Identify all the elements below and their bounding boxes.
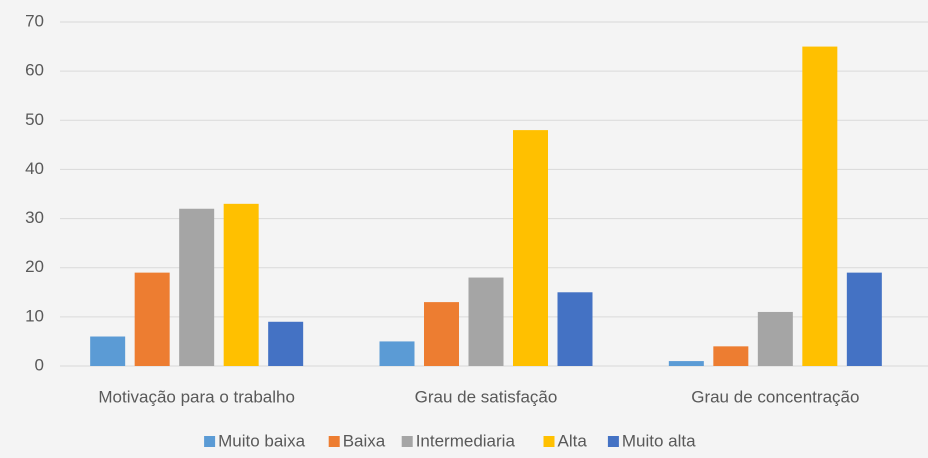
bar (134, 272, 170, 366)
legend-swatch (328, 436, 340, 447)
legend-swatch (204, 436, 216, 447)
bar (846, 272, 882, 366)
y-tick-label: 60 (25, 61, 44, 80)
legend-swatch (543, 436, 555, 447)
bar (713, 346, 749, 366)
legend-label: Intermediaria (416, 431, 516, 450)
bar (802, 46, 838, 366)
legend-label: Alta (558, 431, 588, 450)
bar (179, 208, 215, 366)
y-tick-label: 20 (25, 257, 44, 276)
y-tick-label: 10 (25, 306, 44, 325)
x-tick-label: Motivação para o trabalho (98, 387, 295, 406)
bar (268, 321, 304, 366)
legend-label: Baixa (343, 431, 386, 450)
x-tick-label: Grau de satisfação (415, 387, 558, 406)
bar (379, 341, 415, 366)
y-tick-label: 40 (25, 159, 44, 178)
bar (468, 277, 504, 366)
bar (557, 292, 593, 366)
y-tick-label: 0 (35, 355, 44, 374)
legend-swatch (607, 436, 619, 447)
legend-label: Muito baixa (218, 431, 305, 450)
x-tick-label: Grau de concentração (691, 387, 859, 406)
y-tick-label: 70 (25, 11, 44, 30)
bar (757, 311, 793, 366)
y-tick-label: 50 (25, 110, 44, 129)
bar (223, 203, 259, 366)
legend-label: Muito alta (622, 431, 696, 450)
bar (90, 336, 126, 366)
bar (424, 302, 459, 366)
bar (668, 361, 704, 366)
legend-swatch (401, 436, 413, 447)
bar (513, 130, 548, 366)
y-tick-label: 30 (25, 208, 44, 227)
